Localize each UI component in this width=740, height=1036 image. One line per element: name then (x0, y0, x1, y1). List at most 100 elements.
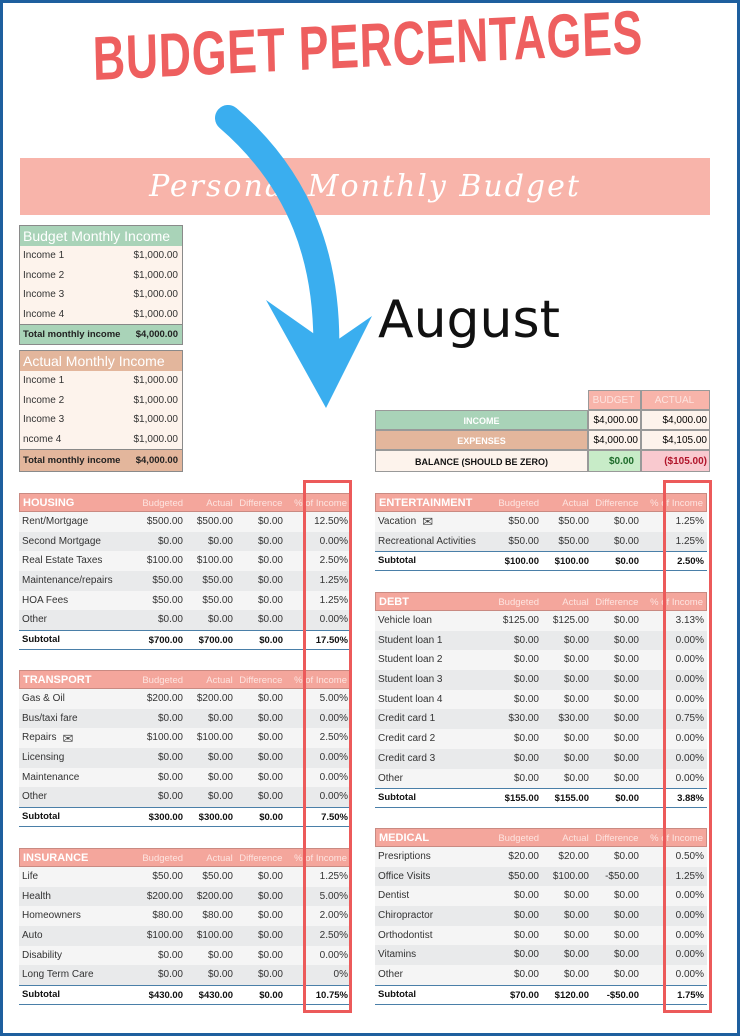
cell-difference: -$50.00 (606, 989, 639, 1001)
cell-actual: $125.00 (552, 615, 589, 626)
income-row: Income 1 $1,000.00 (20, 371, 182, 391)
cell-label: Vacation ✉ (375, 512, 487, 532)
summary-table: BUDGET ACTUAL INCOME $4,000.00 $4,000.00 EX… (375, 390, 710, 472)
total-row: Total monthly income $4,000.00 (20, 449, 182, 472)
cell-percent: 0.00% (675, 634, 704, 646)
table-row: Credit card 1 $30.00 $30.00 $0.00 0.75% (375, 709, 707, 730)
cell-budgeted: $0.00 (513, 910, 539, 922)
subtotal-row: Subtotal $300.00 $300.00 $0.00 7.50% (19, 807, 351, 827)
cell-budgeted: $0.00 (157, 535, 183, 547)
table-row: Student loan 4 $0.00 $0.00 $0.00 0.00% (375, 689, 707, 710)
cell-percent: 0.00% (675, 910, 704, 922)
section-medical: MEDICAL Budgeted Actual Difference % of Inco… (375, 828, 707, 1005)
arrow-icon (215, 105, 372, 408)
table-row: Life $50.00 $50.00 $0.00 1.25% (19, 867, 351, 887)
income-amount: $1,000.00 (133, 433, 179, 445)
cell-difference: $0.00 (257, 930, 283, 942)
cell-label-text: Real Estate Taxes (22, 555, 103, 567)
envelope-icon[interactable]: ✉ (62, 730, 74, 746)
cell-label-text: Maintenance (22, 771, 80, 783)
cell-label-text: Second Mortgage (22, 535, 101, 547)
cell-percent: 12.50% (314, 516, 348, 527)
cell-budgeted: $0.00 (513, 733, 539, 745)
column-header: Difference (239, 853, 283, 864)
cell-label: Subtotal (375, 986, 487, 1004)
cell-difference: $0.00 (259, 990, 283, 1002)
cell-difference: $0.00 (613, 693, 639, 705)
section-title: ENTERTAINMENT (379, 497, 473, 509)
column-header: % of Income (294, 853, 347, 864)
cell-label: Other (19, 787, 131, 807)
income-label: Income 2 (23, 269, 65, 281)
cell-budgeted: $0.00 (513, 654, 539, 666)
income-row: Income 1 $1,000.00 (20, 246, 182, 266)
cell-label: Repairs ✉ (19, 728, 131, 748)
cell-label-text: Long Term Care (22, 969, 94, 981)
cell-label: Gas & Oil (19, 689, 131, 709)
table-row: Vitamins $0.00 $0.00 $0.00 0.00% (375, 945, 707, 966)
cell-label-text: Other (378, 969, 404, 981)
cell-budgeted: $0.00 (513, 674, 539, 686)
cell-label: Student loan 1 (375, 631, 487, 651)
cell-actual: $20.00 (558, 851, 589, 862)
cell-difference: $0.00 (257, 594, 283, 606)
table-row: Office Visits $50.00 $100.00 -$50.00 1.25% (375, 866, 707, 887)
table-row: Disability $0.00 $0.00 $0.00 0.00% (19, 945, 351, 966)
column-header: Difference (595, 498, 639, 509)
cell-label: Homeowners (19, 906, 131, 926)
cell-percent: 0.00% (675, 693, 704, 705)
cell-actual: $50.00 (202, 871, 233, 882)
table-row: Bus/taxi fare $0.00 $0.00 $0.00 0.00% (19, 708, 351, 729)
cell-percent: 10.75% (315, 990, 348, 1002)
cell-difference: $0.00 (613, 713, 639, 725)
column-header: Difference (239, 675, 283, 686)
cell-label-text: Other (378, 772, 404, 784)
cell-actual: $500.00 (196, 516, 233, 527)
budget-banner: Personal Monthly Budget (20, 158, 710, 215)
section-entertainment: ENTERTAINMENT Budgeted Actual Difference % o… (375, 493, 707, 572)
column-header: % of Income (650, 498, 703, 509)
income-amount: $1,000.00 (133, 375, 179, 386)
cell-label: Licensing (19, 748, 131, 768)
table-row: Chiropractor $0.00 $0.00 $0.00 0.00% (375, 906, 707, 926)
cell-label: Subtotal (375, 789, 487, 807)
cell-budgeted: $80.00 (152, 910, 183, 922)
cell-label: Orthodontist (375, 926, 487, 946)
cell-label: Long Term Care (19, 965, 131, 985)
cell-actual: $100.00 (552, 870, 589, 882)
cell-actual: $155.00 (554, 793, 589, 805)
cell-label-text: Student loan 3 (378, 674, 443, 686)
table-row: Licensing $0.00 $0.00 $0.00 0.00% (19, 748, 351, 768)
income-amount: $1,000.00 (133, 308, 179, 320)
cell-label: Life (19, 867, 131, 887)
cell-percent: 0.00% (675, 969, 704, 981)
column-header: % of Income (294, 498, 347, 509)
cell-label-text: Chiropractor (378, 910, 434, 922)
cell-label-text: Student loan 4 (378, 693, 443, 705)
subtotal-row: Subtotal $700.00 $700.00 $0.00 17.50% (19, 630, 351, 650)
cell-label-text: Maintenance/repairs (22, 575, 113, 587)
table-row: Presriptions $20.00 $20.00 $0.00 0.50% (375, 847, 707, 867)
cell-budgeted: $50.00 (152, 871, 183, 882)
envelope-icon[interactable]: ✉ (422, 514, 434, 530)
income-amount: $1,000.00 (133, 394, 179, 406)
cell-label-text: Credit card 2 (378, 733, 436, 745)
cell-budgeted: $0.00 (513, 969, 539, 981)
cell-difference: $0.00 (613, 969, 639, 981)
table-row: Maintenance/repairs $50.00 $50.00 $0.00 1.25… (19, 571, 351, 591)
cell-percent: 0.00% (675, 929, 704, 941)
total-row: Total monthly income $4,000.00 (20, 324, 182, 344)
cell-budgeted: $700.00 (148, 635, 183, 647)
cell-label: Maintenance (19, 768, 131, 788)
section-header: ENTERTAINMENT Budgeted Actual Difference % o… (375, 493, 707, 512)
cell-label-text: Subtotal (22, 634, 60, 646)
cell-percent: 0.00% (319, 752, 348, 764)
percent-highlight-right (663, 480, 712, 1013)
cell-budgeted: $155.00 (504, 793, 539, 805)
cell-label-text: Auto (22, 930, 43, 942)
cell-budgeted: $20.00 (508, 851, 539, 862)
cell-label-text: Disability (22, 949, 63, 961)
table-row: Vacation ✉ $50.00 $50.00 $0.00 1.25% (375, 512, 707, 532)
cell-difference: $0.00 (613, 910, 639, 922)
cell-percent: 0.00% (675, 674, 704, 686)
